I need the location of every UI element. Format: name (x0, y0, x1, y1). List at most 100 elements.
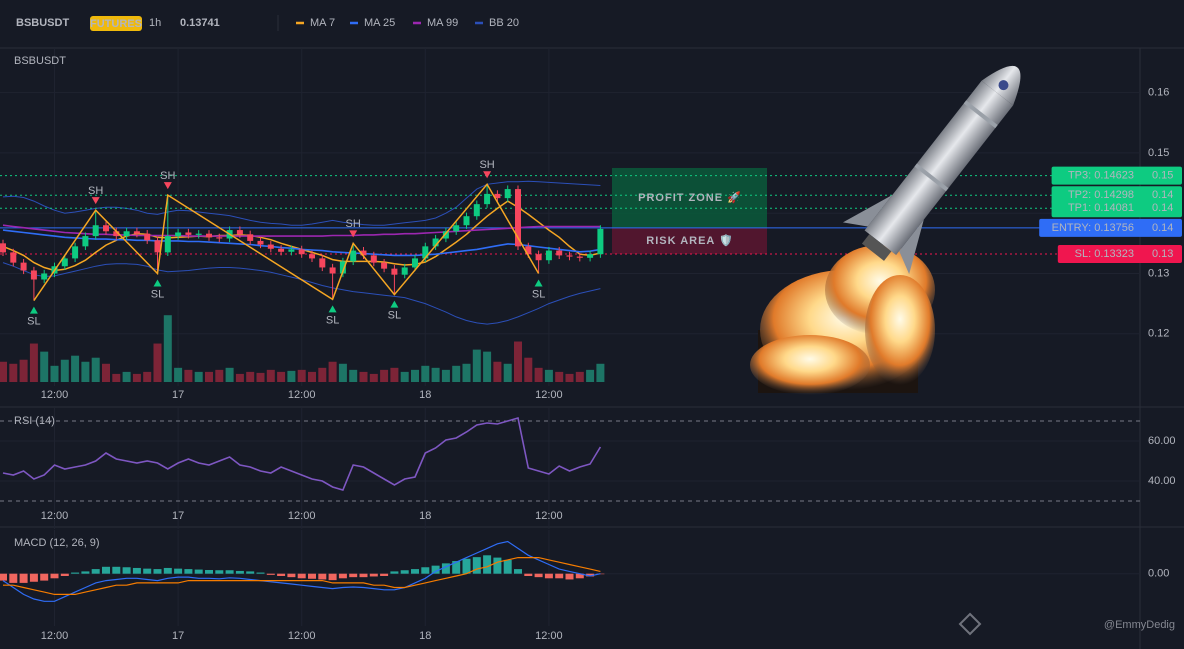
x-tick-label: 12:00 (41, 630, 69, 642)
candle-body (195, 233, 202, 235)
macd-histogram-bar (544, 573, 553, 579)
x-tick-label: 12:00 (535, 630, 563, 642)
candle-body (319, 258, 326, 268)
macd-histogram-bar (338, 573, 347, 579)
macd-histogram-bar (50, 573, 59, 579)
macd-line (2, 540, 601, 602)
pane-title: BSBUSDT (14, 55, 66, 67)
candle-body (10, 252, 17, 263)
macd-histogram-bar (60, 573, 69, 576)
pane-frames (0, 47, 1184, 649)
macd-histogram-bar (205, 570, 213, 574)
candle-body (82, 236, 89, 247)
volume-bar (586, 369, 595, 382)
swing-arrow (483, 171, 492, 179)
x-tick-label: 12:00 (288, 389, 316, 401)
macd-histogram-bar (194, 569, 203, 574)
y-tick-label: 0.13 (1148, 267, 1169, 279)
volume-bar (503, 363, 512, 382)
macd-histogram-bar (472, 557, 481, 574)
candle-body (350, 250, 357, 262)
volume-bar (452, 365, 461, 382)
volume-bar (411, 369, 419, 382)
x-tick-label: 12:00 (288, 510, 316, 522)
x-tick-label: 12:00 (41, 389, 69, 401)
volume-bar (71, 355, 80, 382)
macd-histogram-bar (277, 573, 286, 576)
candle-body (164, 236, 171, 253)
last-price: 0.13741 (180, 17, 220, 29)
legend-label: MA 7 (310, 17, 335, 29)
macd-histogram-bar (318, 573, 327, 580)
volume-bar (514, 341, 522, 382)
swing-label: SH (88, 185, 103, 197)
legend-label: BB 20 (489, 17, 519, 29)
volume-bar (472, 349, 481, 382)
volume-bar (400, 371, 409, 382)
volume-bar (462, 363, 471, 382)
x-tick-label: 17 (172, 630, 184, 642)
volume-bar (91, 357, 100, 382)
badge: FUTURES (90, 18, 142, 30)
volume-bar (297, 369, 306, 382)
macd-histogram-bar (266, 573, 275, 575)
candle-body (484, 193, 491, 205)
swing-label: SH (346, 218, 361, 230)
candle-body (422, 246, 429, 259)
volume-bar (256, 372, 265, 382)
volume-bar (349, 369, 358, 382)
candle-body (298, 249, 305, 255)
candle-body (525, 246, 532, 255)
x-tick-label: 12:00 (288, 630, 316, 642)
macd-histogram-bar (132, 567, 141, 574)
price-tag-axis: 0.15 (1152, 170, 1173, 182)
price-tag-axis: 0.14 (1152, 202, 1173, 214)
candle-body (30, 270, 37, 280)
volume-bar (50, 365, 59, 382)
volume-bar (575, 371, 584, 382)
price-tag-label: ENTRY: 0.13756 (1052, 222, 1134, 234)
volume-bar (153, 343, 162, 382)
volume-bar (132, 373, 141, 382)
x-tick-label: 12:00 (41, 510, 69, 522)
candle-body (556, 250, 563, 256)
swing-label: SL (532, 288, 545, 300)
volume-bar (225, 367, 234, 382)
candle-body (103, 225, 109, 232)
volume-bar (441, 369, 450, 382)
volume-bar (308, 371, 316, 382)
y-tick-label: 0.00 (1148, 568, 1169, 580)
macd-histogram-bar (287, 573, 296, 578)
macd-histogram-bar (246, 571, 255, 574)
pane-title: MACD (12, 26, 9) (14, 537, 100, 549)
candle-body (154, 240, 161, 253)
volume-bar (205, 371, 213, 382)
price-tag (1039, 218, 1182, 237)
price-tag-axis: 0.14 (1152, 189, 1173, 201)
bollinger-band (2, 180, 601, 226)
macd-histogram-bar (174, 568, 183, 574)
macd-histogram-bar (184, 569, 193, 574)
zone-label: PROFIT ZONE 🚀 (638, 191, 742, 204)
swing-arrow (29, 306, 38, 314)
swing-arrow (390, 300, 399, 308)
volume-bar (493, 361, 502, 382)
macd-histogram-bar (328, 573, 337, 581)
candle-body (494, 193, 501, 199)
candle-body (412, 258, 418, 268)
watermark: @EmmyDedig (1104, 619, 1175, 631)
price-tag-label: TP2: 0.14298 (1068, 189, 1134, 201)
candle-body (587, 254, 594, 258)
volume-bar (102, 363, 110, 382)
volume-bar (524, 357, 533, 382)
swing-label: SL (326, 314, 339, 326)
volume-bar (122, 371, 131, 382)
candle-body (61, 258, 68, 267)
x-tick-label: 12:00 (535, 510, 563, 522)
price-tag (1051, 199, 1182, 218)
macd-histogram-bar (565, 573, 574, 580)
macd-histogram-bar (524, 573, 533, 576)
volume-bar (215, 369, 224, 382)
candle-body (20, 262, 27, 271)
